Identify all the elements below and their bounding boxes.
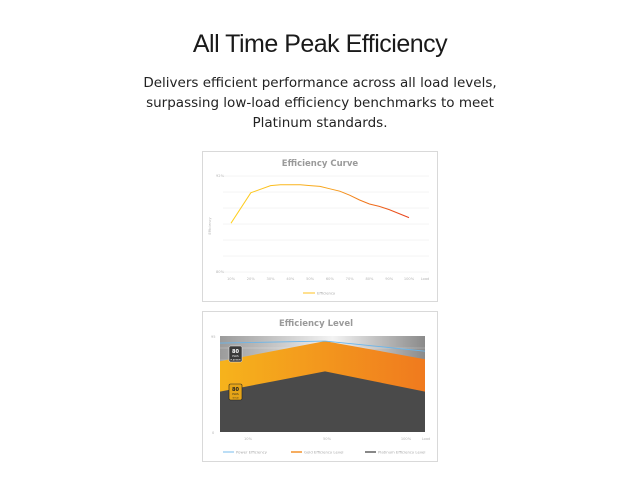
description-line-2: surpassing low-load efficiency benchmark…	[146, 95, 494, 111]
platinum-badge: 80 PLUS PLATINUM	[228, 345, 243, 363]
gold-badge-line3: GOLD	[233, 398, 239, 400]
page-description: Delivers efficient performance across al…	[0, 73, 640, 133]
x-tick-label: 60%	[326, 277, 335, 281]
y-tick-bottom: 0	[212, 431, 215, 435]
legend-label-platinum: Platinum Efficiency Level	[378, 449, 425, 454]
x-tick-label: 30%	[267, 277, 276, 281]
x-tick-label: 90%	[385, 277, 394, 281]
x-tick-label: 80%	[365, 277, 374, 281]
efficiency-level-title: Efficiency Level	[279, 319, 353, 329]
x-tick-label: 10%	[227, 277, 236, 281]
legend-label-power: Power Efficiency	[236, 449, 268, 454]
efficiency-level-panel: Efficiency Level 95 0 80 PLUS PLATINUM 8…	[202, 311, 438, 462]
x-tick-label: 100%	[404, 277, 415, 281]
x-axis-label: Load	[421, 277, 430, 281]
gold-badge-line2: PLUS	[232, 392, 239, 396]
platinum-efficiency-area	[220, 371, 425, 432]
efficiency-level-chart: Efficiency Level 95 0 80 PLUS PLATINUM 8…	[211, 319, 431, 454]
efficiency-curve-panel: Efficiency Curve Efficiency 92% 80% 10% 2…	[202, 151, 438, 302]
gold-badge: 80 PLUS GOLD	[228, 383, 243, 401]
page-title: All Time Peak Efficiency	[192, 30, 448, 58]
efficiency-curve-title: Efficiency Curve	[282, 159, 359, 169]
platinum-badge-line3: PLATINUM	[230, 359, 240, 362]
x-tick-label: 20%	[247, 277, 256, 281]
legend-label-gold: Gold Efficiency Level	[304, 449, 343, 454]
x-tick-label: 10%	[244, 437, 253, 441]
platinum-badge-line2: PLUS	[232, 354, 239, 358]
y-tick-top: 95	[211, 335, 216, 339]
power-efficiency-line	[219, 340, 426, 352]
x-tick-label: 70%	[346, 277, 355, 281]
efficiency-curve-chart: Efficiency Curve Efficiency 92% 80% 10% 2…	[208, 159, 430, 295]
description-line-3: Platinum standards.	[252, 115, 388, 131]
legend-label-efficiency: Efficiency	[317, 290, 336, 295]
x-tick-label: 50%	[323, 437, 332, 441]
efficiency-series-line	[230, 184, 410, 224]
gold-badge-line1: 80	[232, 387, 239, 393]
x-axis-label: Load	[422, 437, 431, 441]
platinum-badge-line1: 80	[232, 349, 239, 355]
description-line-1: Delivers efficient performance across al…	[143, 75, 497, 91]
y-axis-label: Efficiency	[208, 216, 212, 234]
x-tick-label: 50%	[306, 277, 315, 281]
x-tick-label: 100%	[401, 437, 412, 441]
y-tick-top: 92%	[216, 174, 225, 178]
y-tick-bottom: 80%	[216, 270, 225, 274]
x-tick-label: 40%	[286, 277, 295, 281]
